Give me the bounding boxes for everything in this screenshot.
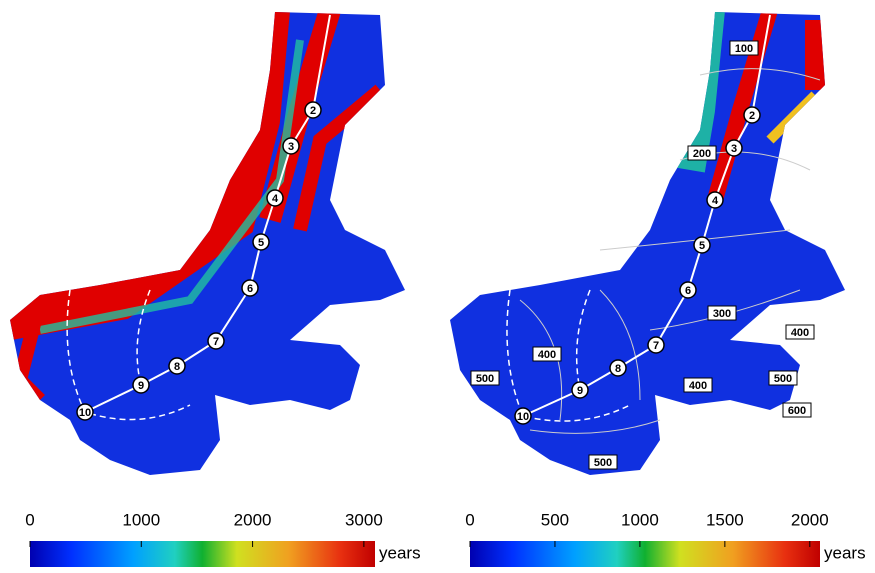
flowline-marker: 6	[241, 279, 259, 297]
flowline-marker: 6	[679, 281, 697, 299]
colorbar-unit: years	[824, 543, 866, 562]
marker-circle	[679, 281, 697, 299]
marker-label: 5	[699, 240, 705, 252]
flowline-marker: 9	[132, 376, 150, 394]
flowline-marker: 9	[571, 381, 589, 399]
marker-circle	[609, 359, 627, 377]
colorbar-tick-label: 0	[25, 510, 34, 529]
colorbar-tick-label: 1500	[706, 510, 744, 529]
colorbar-unit: years	[379, 543, 421, 562]
marker-circle	[571, 381, 589, 399]
contour-label-box	[782, 402, 812, 418]
flowline-marker: 7	[207, 332, 225, 350]
marker-circle	[241, 279, 259, 297]
flowline-marker: 2	[743, 106, 761, 124]
marker-label: 5	[258, 237, 264, 249]
contour-label: 500	[774, 373, 792, 385]
colorbar-tick-label: 2000	[791, 510, 829, 529]
contour-label: 100	[735, 43, 753, 55]
colorbar-tick-label: 1000	[621, 510, 659, 529]
marker-circle	[76, 403, 94, 421]
contour-label-box	[470, 370, 500, 386]
contour-label-box	[588, 454, 618, 470]
contour-label-box	[768, 370, 798, 386]
marker-label: 9	[577, 385, 583, 397]
marker-label: 8	[615, 363, 621, 375]
contour-label: 500	[594, 457, 612, 469]
marker-circle	[252, 233, 270, 251]
marker-circle	[266, 189, 284, 207]
marker-circle	[514, 407, 532, 425]
marker-circle	[207, 332, 225, 350]
contour-label-box	[785, 324, 815, 340]
contour-label: 200	[693, 148, 711, 160]
flowline-marker: 7	[647, 336, 665, 354]
flowline-marker: 8	[168, 357, 186, 375]
marker-label: 4	[272, 193, 279, 205]
flowline-marker: 10	[514, 407, 532, 425]
contour-label: 400	[689, 380, 707, 392]
flowline-marker: 3	[282, 137, 300, 155]
marker-label: 10	[517, 411, 529, 423]
marker-label: 3	[731, 143, 737, 155]
marker-label: 9	[138, 380, 144, 392]
contour-label: 400	[791, 327, 809, 339]
marker-circle	[282, 137, 300, 155]
marker-circle	[725, 139, 743, 157]
marker-circle	[304, 101, 322, 119]
flowline-marker: 5	[252, 233, 270, 251]
colorbar-tick-label: 500	[541, 510, 569, 529]
marker-label: 4	[712, 195, 719, 207]
contour-label-box	[687, 145, 717, 161]
colorbar-tick-label: 3000	[345, 510, 383, 529]
colorbar-tick-label: 2000	[234, 510, 272, 529]
contour-label: 600	[788, 405, 806, 417]
marker-label: 2	[749, 110, 755, 122]
marker-label: 7	[213, 336, 219, 348]
colorbar-tick-label: 0	[465, 510, 474, 529]
marker-label: 10	[79, 407, 91, 419]
contour-label-box	[729, 40, 759, 56]
flowline-marker: 4	[266, 189, 284, 207]
left-map	[10, 12, 405, 475]
marker-label: 6	[247, 283, 253, 295]
contour-label: 300	[713, 308, 731, 320]
colorbar	[470, 541, 820, 567]
flowline-marker: 3	[725, 139, 743, 157]
marker-label: 2	[310, 105, 316, 117]
marker-circle	[743, 106, 761, 124]
colorbar	[30, 541, 375, 567]
flowline-marker: 5	[693, 236, 711, 254]
marker-label: 3	[288, 141, 294, 153]
marker-circle	[647, 336, 665, 354]
flowline-marker: 10	[76, 403, 94, 421]
flowline-marker: 4	[706, 191, 724, 209]
marker-label: 6	[685, 285, 691, 297]
marker-circle	[706, 191, 724, 209]
colorbar-tick-label: 1000	[122, 510, 160, 529]
contour-label: 400	[538, 349, 556, 361]
marker-circle	[693, 236, 711, 254]
marker-label: 7	[653, 340, 659, 352]
marker-circle	[132, 376, 150, 394]
contour-label-box	[532, 346, 562, 362]
marker-label: 8	[174, 361, 180, 373]
flowline-marker: 2	[304, 101, 322, 119]
contour-label-box	[707, 305, 737, 321]
marker-circle	[168, 357, 186, 375]
contour-label: 500	[476, 373, 494, 385]
flowline-marker: 8	[609, 359, 627, 377]
contour-label-box	[683, 377, 713, 393]
